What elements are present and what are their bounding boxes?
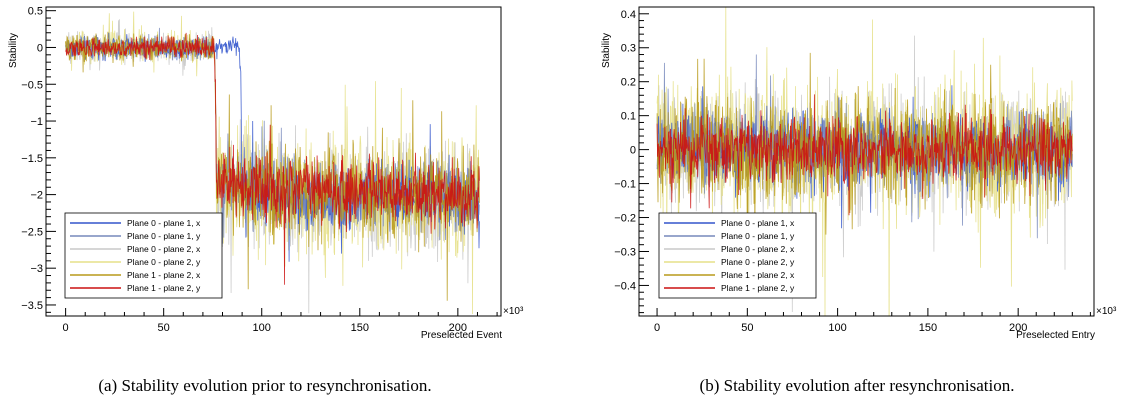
y-tick-label: 0.4: [621, 9, 636, 21]
y-tick-label: −0.4: [614, 280, 636, 292]
legend-box: [658, 212, 817, 299]
y-tick-label: −0.1: [614, 179, 636, 191]
panel-0-series-group: [65, 11, 480, 315]
x-tick-label: 50: [158, 322, 170, 334]
series-line-3: [656, 7, 1073, 316]
legend-entry-2: Plane 0 - plane 2, x: [127, 244, 201, 254]
y-tick-label: 0.3: [621, 43, 636, 55]
legend-entry-4: Plane 1 - plane 2, x: [127, 270, 201, 280]
plot-frame: [45, 6, 502, 317]
legend-entry-4: Plane 1 - plane 2, x: [721, 270, 795, 280]
legend-entry-2: Plane 0 - plane 2, x: [721, 244, 795, 254]
y-tick-label: 0: [630, 145, 636, 157]
legend-entry-5: Plane 1 - plane 2, y: [721, 283, 795, 293]
legend-entry-3: Plane 0 - plane 2, y: [127, 257, 201, 267]
x-tick-label: 100: [828, 322, 846, 334]
y-tick-label: −0.5: [21, 79, 43, 91]
y-tick-label: −0.3: [614, 246, 636, 258]
x-tick-label: 150: [351, 322, 369, 334]
y-tick-label: −1: [30, 116, 43, 128]
panel-b-x-multiplier: ×10³: [1096, 306, 1117, 317]
legend-entry-5: Plane 1 - plane 2, y: [127, 283, 201, 293]
x-tick-label: 200: [1009, 322, 1027, 334]
y-tick-label: 0.1: [621, 111, 636, 123]
legend-box: [64, 212, 223, 299]
y-tick-label: −3: [30, 263, 43, 275]
panel-b-xlabel: Preselected Entry: [1016, 330, 1095, 341]
y-tick-label: 0.5: [28, 6, 43, 18]
x-tick-label: 200: [449, 322, 467, 334]
panel-a-caption: (a) Stability evolution prior to resynch…: [98, 376, 431, 395]
y-tick-label: 0: [37, 42, 43, 54]
panel-a-x-multiplier: ×10³: [503, 306, 524, 317]
y-tick-label: −2: [30, 190, 43, 202]
legend-entry-1: Plane 0 - plane 1, y: [721, 231, 795, 241]
x-tick-label: 150: [919, 322, 937, 334]
plot-frame: [638, 6, 1095, 317]
legend: Plane 0 - plane 1, x Plane 0 - plane 1, y…: [658, 212, 817, 299]
legend: Plane 0 - plane 1, x Plane 0 - plane 1, y…: [64, 212, 223, 299]
panel-1-series-group: [656, 7, 1073, 316]
y-tick-label: −2.5: [21, 226, 43, 238]
legend-entry-3: Plane 0 - plane 2, y: [721, 257, 795, 267]
series-line-5: [65, 32, 480, 285]
panel-b-ylabel: Stability: [601, 33, 612, 68]
panel-a-ylabel: Stability: [8, 33, 19, 68]
legend-entry-0: Plane 0 - plane 1, x: [127, 218, 201, 228]
x-tick-label: 50: [741, 322, 753, 334]
x-tick-label: 0: [63, 322, 69, 334]
panel-b-stability-after: Stability Preselected Entry ×10³ (b) Sta…: [601, 6, 1117, 395]
x-tick-label: 0: [654, 322, 660, 334]
x-tick-label: 100: [253, 322, 271, 334]
panel-a-xlabel: Preselected Event: [421, 330, 502, 341]
y-tick-label: 0.2: [621, 77, 636, 89]
y-tick-label: −1.5: [21, 153, 43, 165]
legend-entry-0: Plane 0 - plane 1, x: [721, 218, 795, 228]
y-tick-label: −0.2: [614, 213, 636, 225]
panel-a-stability-before: Stability Preselected Event ×10³ (a) Sta…: [8, 6, 524, 395]
y-tick-label: −3.5: [21, 300, 43, 312]
panel-b-caption: (b) Stability evolution after resynchron…: [700, 376, 1015, 395]
series-line-5: [656, 94, 1073, 216]
legend-entry-1: Plane 0 - plane 1, y: [127, 231, 201, 241]
